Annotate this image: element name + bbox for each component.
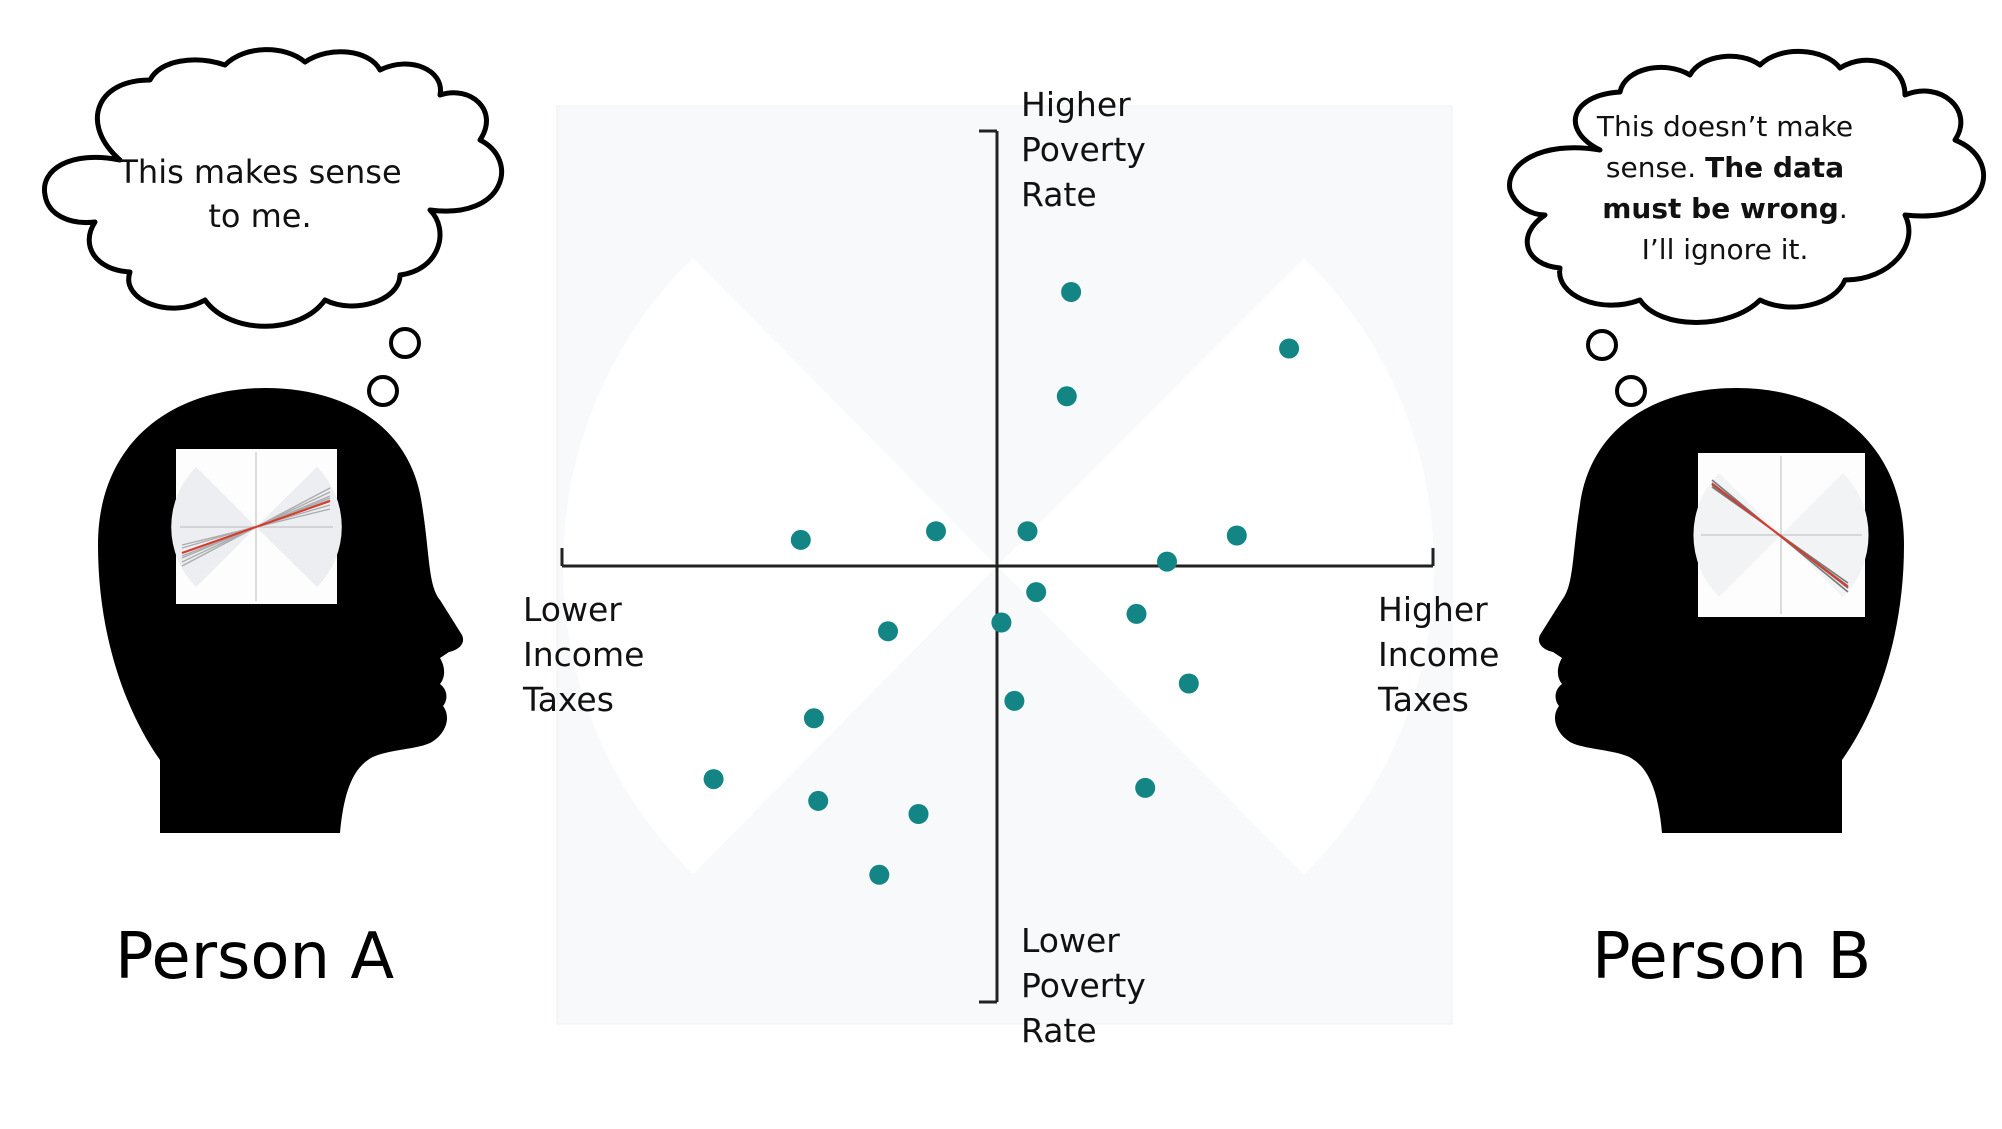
scatter-points [703, 282, 1300, 885]
axis-label-left: Lower Income Taxes [523, 590, 645, 719]
thought-text-b: This doesn’t make sense. The data must b… [1596, 110, 1854, 266]
scatter-point-5 [926, 521, 946, 542]
scatter-point-18 [908, 804, 929, 824]
scatter-point-8 [1157, 551, 1177, 572]
scatter-point-9 [1026, 582, 1047, 603]
axis-label-right: Higher Income Taxes [1378, 590, 1500, 719]
axis-label-top: Higher Poverty Rate [1021, 85, 1146, 214]
scatter-point-17 [808, 790, 829, 811]
thought-bubble-a-small [367, 375, 399, 407]
thought-bubble-b-small [1615, 375, 1647, 407]
scatter-point-15 [803, 708, 824, 729]
cloud-shape-a [41, 47, 505, 329]
scatter-point-11 [991, 612, 1012, 633]
thought-cloud-a [41, 47, 505, 407]
axis-label-bottom: Lower Poverty Rate [1021, 921, 1146, 1050]
thought-bubble-a-large [389, 327, 421, 359]
scatter-point-12 [878, 621, 898, 642]
scatter-point-20 [869, 864, 890, 885]
scatter-point-19 [1135, 777, 1156, 798]
scatter-point-1 [1061, 282, 1082, 302]
mind-fit-b [1711, 483, 1849, 588]
person-a-label: Person A [115, 920, 395, 994]
scatter-point-7 [1226, 525, 1247, 546]
scatter-point-13 [1178, 673, 1199, 694]
scatter-point-2 [1279, 338, 1300, 359]
scatter-point-6 [1017, 521, 1038, 542]
scatter-point-16 [703, 769, 724, 790]
thought-bubble-b-large [1586, 329, 1618, 361]
scatter-point-3 [1056, 386, 1077, 407]
thought-cloud-b [1507, 49, 1986, 407]
chart-axes [560, 129, 1435, 1004]
scatter-point-10 [1126, 603, 1147, 624]
cloud-shape-b [1507, 49, 1986, 325]
person-a-head [98, 388, 464, 833]
scatter-point-4 [790, 529, 811, 550]
thought-text-a: This makes sense to me. [118, 153, 402, 235]
scatter-point-14 [1004, 690, 1025, 711]
mind-chart-b-group [1693, 453, 1869, 617]
person-b-label: Person B [1592, 920, 1872, 994]
mind-fit-a [181, 500, 331, 554]
